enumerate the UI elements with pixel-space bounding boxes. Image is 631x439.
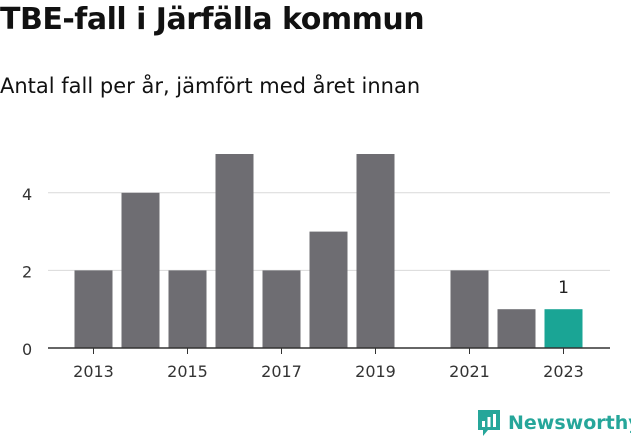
bar-2023: [544, 309, 583, 348]
bar-2016: [215, 154, 254, 348]
data-labels: 1: [558, 278, 569, 298]
x-axis-ticks: 2013 2015 2017 2019 2021 2023: [73, 348, 584, 381]
y-axis-ticks: 0 2 4: [22, 185, 32, 359]
x-tick-label: 2013: [73, 362, 114, 381]
bar-2015: [168, 270, 207, 348]
brand-name: Newsworthy: [508, 412, 631, 434]
x-tick-label: 2017: [261, 362, 302, 381]
newsworthy-logo: Newsworthy: [476, 408, 631, 438]
bar-2021: [450, 270, 489, 348]
y-tick-label: 0: [22, 340, 32, 359]
y-tick-label: 2: [22, 262, 32, 281]
bar-2019: [356, 154, 395, 348]
x-tick-label: 2019: [355, 362, 396, 381]
chart-subtitle: Antal fall per år, jämfört med året inna…: [0, 74, 421, 98]
newsworthy-logo-icon: [478, 410, 500, 436]
bar-2013: [74, 270, 113, 348]
chart-title: TBE-fall i Järfälla kommun: [0, 2, 425, 37]
bars: [74, 154, 583, 348]
y-tick-label: 4: [22, 185, 32, 204]
x-tick-label: 2023: [543, 362, 584, 381]
data-label: 1: [558, 278, 569, 298]
bar-2022: [497, 309, 536, 348]
x-tick-label: 2021: [449, 362, 490, 381]
bar-2018: [309, 231, 348, 348]
bar-2014: [121, 192, 160, 348]
bar-2017: [262, 270, 301, 348]
x-tick-label: 2015: [167, 362, 208, 381]
